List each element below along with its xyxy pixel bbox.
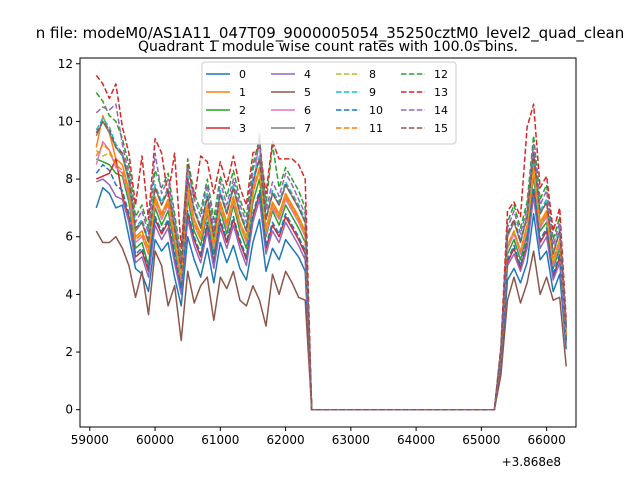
series-line-15	[95, 120, 567, 411]
x-tick-label: 62000	[266, 433, 304, 447]
legend-label-4: 4	[304, 68, 311, 81]
y-tick-label: 12	[58, 57, 73, 71]
legend-label-15: 15	[434, 122, 448, 135]
y-tick-label: 2	[65, 345, 73, 359]
legend-label-9: 9	[369, 86, 376, 99]
x-tick-label: 60000	[136, 433, 174, 447]
legend-label-13: 13	[434, 86, 448, 99]
x-tick-label: 63000	[332, 433, 370, 447]
legend-label-1: 1	[239, 86, 246, 99]
series-line-11	[95, 143, 567, 411]
x-axis: 59000 60000 61000 62000 63000 64000 65000 66000	[71, 427, 566, 447]
series-line-9	[95, 117, 567, 411]
legend-label-12: 12	[434, 68, 448, 81]
legend-box	[201, 61, 457, 145]
plot-lines	[95, 74, 567, 411]
series-line-8	[95, 149, 567, 411]
x-tick-label: 65000	[462, 433, 500, 447]
legend-label-5: 5	[304, 86, 311, 99]
legend-label-11: 11	[369, 122, 383, 135]
chart-title: Quadrant 1 module wise count rates with …	[138, 39, 518, 55]
series-line-0	[95, 186, 567, 411]
y-tick-label: 6	[65, 230, 73, 244]
series-line-5	[95, 230, 567, 411]
legend-label-6: 6	[304, 104, 311, 117]
x-tick-label: 59000	[71, 433, 109, 447]
series-line-12	[95, 92, 567, 411]
series-line-3	[95, 158, 567, 411]
series-line-1	[95, 114, 567, 411]
series-line-10	[95, 163, 567, 411]
series-line-13	[95, 74, 567, 411]
series-line-4	[95, 178, 567, 411]
y-tick-label: 10	[58, 114, 73, 128]
y-tick-label: 0	[65, 403, 73, 417]
legend-label-14: 14	[434, 104, 448, 117]
legend-label-8: 8	[369, 68, 376, 81]
legend-label-2: 2	[239, 104, 246, 117]
legend-label-7: 7	[304, 122, 311, 135]
x-tick-label: 61000	[201, 433, 239, 447]
figure-suptitle: n file: modeM0/AS1A11_047T09_9000005054_…	[36, 24, 625, 43]
y-tick-label: 8	[65, 172, 73, 186]
x-tick-label: 66000	[528, 433, 566, 447]
legend-label-0: 0	[239, 68, 246, 81]
x-axis-offset-label: +3.868e8	[502, 455, 561, 469]
series-line-7	[95, 120, 567, 411]
legend-label-3: 3	[239, 122, 246, 135]
y-tick-label: 4	[65, 287, 73, 301]
series-line-14	[95, 103, 567, 411]
y-axis: 0 2 4 6 8 10 12	[58, 57, 80, 417]
x-tick-label: 64000	[397, 433, 435, 447]
axes-frame	[79, 57, 577, 428]
series-line-2	[95, 158, 567, 411]
legend-label-10: 10	[369, 104, 383, 117]
